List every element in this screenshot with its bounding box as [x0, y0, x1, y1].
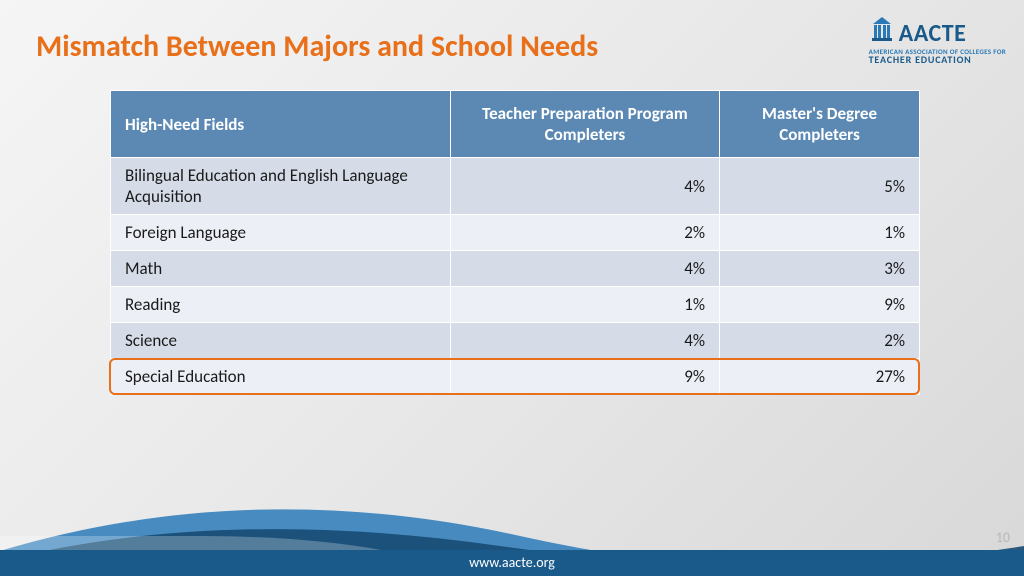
col-header-fields: High-Need Fields: [111, 91, 451, 158]
table-cell: 2%: [720, 323, 920, 359]
col-header-teacher-prep: Teacher Preparation Program Completers: [450, 91, 719, 158]
table-row: Bilingual Education and English Language…: [111, 158, 920, 215]
table-cell: 3%: [720, 251, 920, 287]
slide-number: 10: [996, 529, 1010, 546]
table-row: Foreign Language2%1%: [111, 215, 920, 251]
table-row: Science4%2%: [111, 323, 920, 359]
decorative-swoosh: [0, 396, 1024, 576]
table-cell: 4%: [450, 158, 719, 215]
table-cell: 1%: [720, 215, 920, 251]
table-cell: 1%: [450, 287, 719, 323]
col-header-masters: Master's Degree Completers: [720, 91, 920, 158]
building-icon: [869, 14, 895, 46]
table-cell: Bilingual Education and English Language…: [111, 158, 451, 215]
data-table: High-Need Fields Teacher Preparation Pro…: [110, 90, 920, 395]
table-cell: 5%: [720, 158, 920, 215]
table-cell: 4%: [450, 323, 719, 359]
table-cell: 9%: [720, 287, 920, 323]
table-cell: 27%: [720, 359, 920, 395]
table-cell: Science: [111, 323, 451, 359]
logo-subtitle-2: TEACHER EDUCATION: [869, 55, 1006, 65]
table-cell: Special Education: [111, 359, 451, 395]
table-cell: Reading: [111, 287, 451, 323]
footer-url: www.aacte.org: [0, 550, 1024, 576]
logo-text: AACTE: [899, 22, 967, 46]
table-cell: Math: [111, 251, 451, 287]
slide-title: Mismatch Between Majors and School Needs: [36, 28, 598, 65]
table-row: Reading1%9%: [111, 287, 920, 323]
table-cell: Foreign Language: [111, 215, 451, 251]
table-cell: 2%: [450, 215, 719, 251]
table-row: Math4%3%: [111, 251, 920, 287]
table-row: Special Education9%27%: [111, 359, 920, 395]
table-cell: 9%: [450, 359, 719, 395]
aacte-logo: AACTE AMERICAN ASSOCIATION OF COLLEGES F…: [869, 14, 1006, 65]
table-cell: 4%: [450, 251, 719, 287]
data-table-container: High-Need Fields Teacher Preparation Pro…: [110, 90, 920, 395]
